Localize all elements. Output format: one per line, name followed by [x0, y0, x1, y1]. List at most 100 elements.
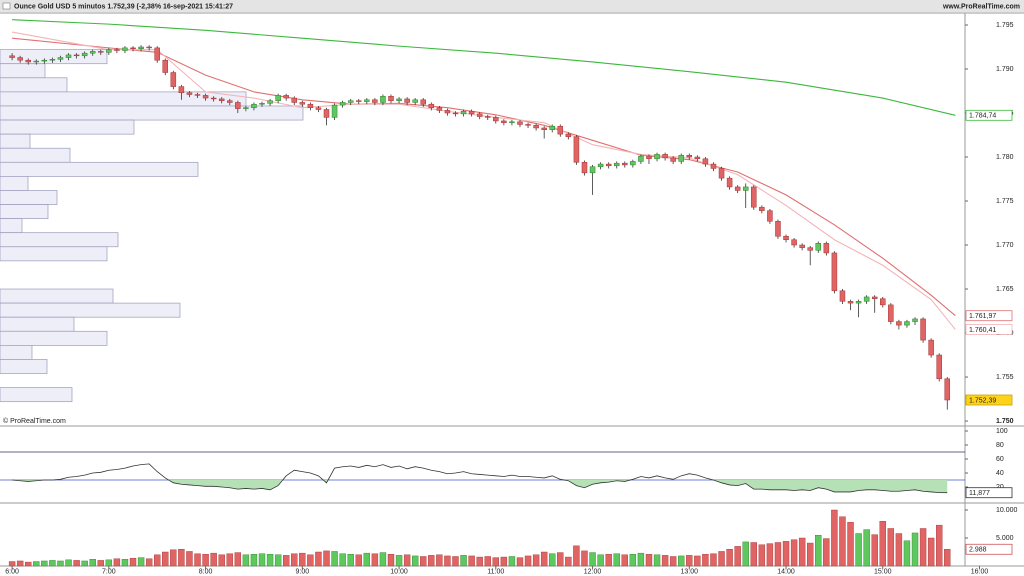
profile-bar [0, 218, 23, 234]
volume-bar [758, 544, 766, 567]
candle-body [823, 243, 830, 254]
volume-bar [831, 509, 838, 567]
candle-body [573, 136, 580, 163]
volume-bar [258, 553, 266, 567]
candle-body [847, 301, 854, 304]
volume-bar [97, 560, 104, 567]
profile-bar [0, 345, 33, 360]
candle-body [98, 51, 104, 53]
candle-body [452, 112, 459, 115]
candle-body [912, 318, 918, 322]
volume-bar [500, 556, 508, 567]
y-tick-label: 1.775 [996, 198, 1014, 205]
candle-body [670, 157, 676, 162]
volume-bar [661, 555, 669, 567]
volume-bar [686, 555, 693, 567]
candle-body [855, 301, 862, 304]
volume-bar [307, 554, 314, 567]
candle-body [267, 100, 273, 104]
volume-bar [581, 550, 588, 567]
watermark: © ProRealTime.com [3, 417, 66, 425]
profile-bar [0, 91, 247, 107]
y-tick-label: 1.765 [996, 286, 1014, 293]
volume-bar [508, 556, 516, 567]
volume-bar [129, 557, 137, 567]
candle-body [613, 162, 620, 167]
candle-body [347, 100, 354, 103]
candle-body [799, 244, 805, 248]
candle-body [525, 124, 531, 126]
header-bar [0, 0, 1024, 12]
candle-body [251, 103, 257, 108]
candle-body [380, 96, 386, 103]
volume-bar [379, 552, 387, 567]
candle-body [372, 99, 378, 103]
volume-bar [331, 551, 338, 567]
volume-bar [549, 553, 556, 567]
volume-bar [678, 555, 685, 567]
volume-bar [557, 552, 564, 567]
candle-body [517, 121, 523, 125]
price-tag [965, 109, 1013, 121]
volume-bar [436, 554, 443, 567]
volume-bar [847, 522, 854, 567]
candle-body [436, 107, 443, 111]
volume-bar [532, 554, 540, 567]
volume-bar [387, 554, 395, 567]
candle-body [702, 158, 709, 165]
volume-bar [282, 555, 290, 567]
volume-bar [863, 529, 870, 567]
volume-bar [16, 560, 24, 567]
volume-bar [669, 556, 677, 567]
menu-icon[interactable] [2, 2, 11, 10]
site-link[interactable]: www.ProRealTime.com [942, 3, 1020, 10]
profile-bar [0, 359, 48, 374]
volume-bar [887, 528, 895, 567]
candle-body [815, 243, 822, 251]
x-tick-label: 11:00 [487, 568, 504, 575]
volume-bar [653, 554, 661, 567]
volume-bar [460, 555, 467, 567]
volume-bar [403, 554, 411, 567]
candle-body [404, 98, 410, 103]
candle-body [170, 72, 177, 87]
candle-body [718, 168, 725, 179]
volume-bar [202, 554, 209, 567]
volume-bar [766, 543, 774, 567]
candle-body [839, 290, 846, 302]
profile-bar [0, 176, 29, 191]
price-tag [965, 543, 1013, 555]
volume-bar [113, 558, 121, 567]
volume-bar [411, 555, 419, 567]
candle-body [928, 339, 934, 356]
chart-title: Ounce Gold USD 5 minutos 1.752,39 (-2,38… [14, 3, 233, 10]
candle-body [275, 95, 281, 101]
volume-bar [81, 560, 88, 567]
candle-body [630, 161, 636, 166]
candle-body [751, 186, 757, 208]
moving-average [12, 37, 956, 317]
candle-body [202, 95, 209, 99]
volume-bar [242, 554, 250, 567]
candle-body [210, 97, 217, 100]
volume-bar [274, 554, 282, 567]
profile-bar [0, 161, 199, 177]
price-tag-label: 1.784,74 [969, 113, 996, 120]
candle-body [130, 47, 136, 50]
candle-body [783, 235, 789, 240]
volume-bar [718, 551, 725, 567]
candle-body [541, 127, 547, 130]
candle-body [291, 97, 298, 103]
volume-bar [218, 554, 225, 567]
candle-body [646, 155, 652, 160]
candle-body [662, 154, 668, 159]
volume-bar [524, 555, 532, 567]
volume-bar [855, 533, 862, 567]
y-tick-label: 1.790 [996, 66, 1014, 73]
volume-bar [178, 548, 185, 567]
volume-bar [444, 555, 451, 567]
x-tick-label: 10:00 [390, 568, 408, 575]
price-tag [965, 394, 1013, 406]
candle-body [589, 166, 596, 174]
candle-body [871, 296, 878, 299]
